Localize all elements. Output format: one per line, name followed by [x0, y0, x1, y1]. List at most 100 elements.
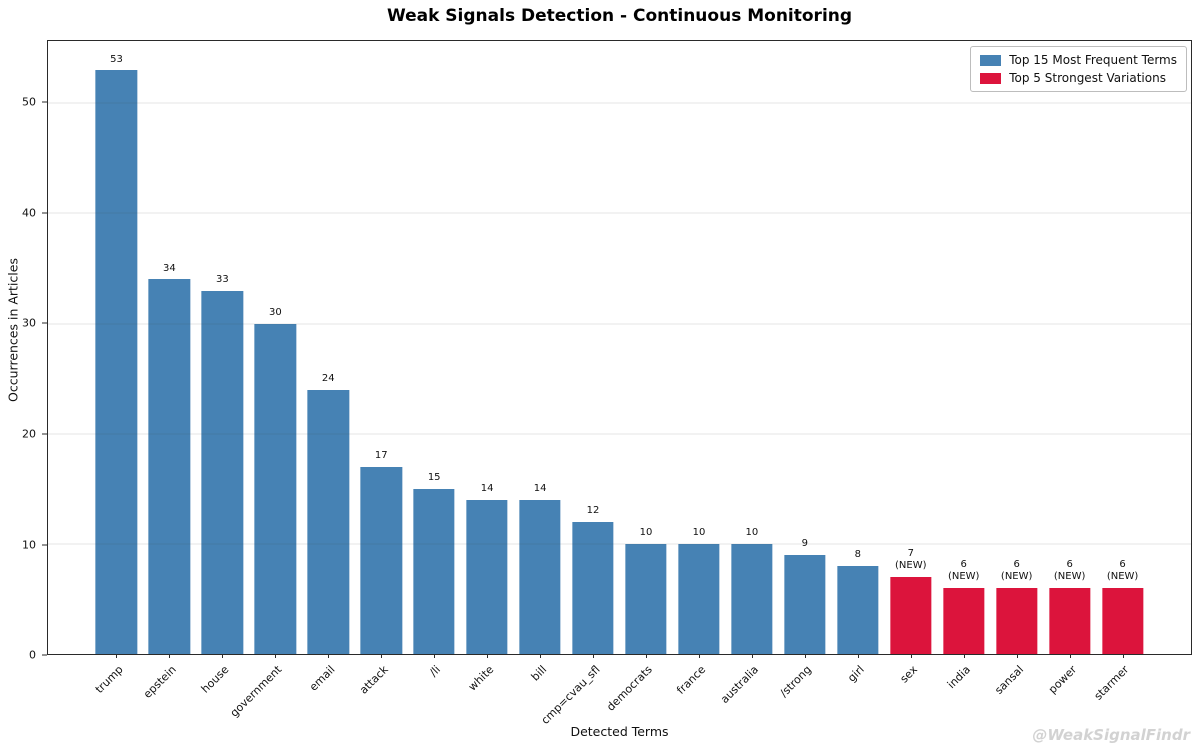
bar-value-label: 10 — [692, 527, 706, 539]
y-tick-label: 50 — [22, 95, 36, 109]
legend-label: Top 5 Strongest Variations — [1009, 71, 1166, 85]
bar-value-label: 6 (NEW) — [1000, 558, 1033, 583]
bar-slot: 14 bill — [514, 41, 567, 684]
bar-epstein — [148, 279, 191, 654]
bar-value-label: 53 — [110, 53, 123, 65]
bar-slot: 8 girl — [831, 41, 884, 685]
x-tick-mark — [593, 654, 595, 658]
x-category-label: india — [944, 663, 973, 692]
bar-slot: 30 government — [228, 41, 302, 720]
x-category-label: sansal — [991, 663, 1026, 697]
bar-trump — [95, 70, 138, 654]
y-tick-label: 40 — [22, 206, 36, 220]
bar-value-label: 15 — [427, 472, 441, 484]
bar-france — [678, 543, 720, 654]
bar-value-label: 17 — [374, 450, 388, 462]
x-category-label: australia — [718, 663, 762, 707]
y-tick-mark — [42, 212, 47, 214]
y-tick-label: 20 — [22, 427, 36, 441]
x-tick-mark — [381, 654, 383, 658]
legend: Top 15 Most Frequent Terms Top 5 Stronges… — [970, 46, 1187, 92]
x-tick-mark — [434, 654, 436, 658]
y-tick-mark — [42, 433, 47, 435]
bar-india — [943, 587, 985, 654]
bar-email — [307, 389, 349, 654]
x-tick-mark — [222, 654, 224, 658]
bar-slot: 17 attack — [355, 41, 408, 697]
chart-title: Weak Signals Detection - Continuous Moni… — [386, 6, 853, 26]
x-category-label: bill — [528, 663, 550, 684]
bar-bill — [519, 499, 561, 654]
x-tick-mark — [751, 654, 753, 658]
bar-slot: 7 (NEW) sex — [884, 41, 937, 686]
bar-government — [254, 323, 296, 654]
bar-value-label: 6 (NEW) — [947, 558, 980, 583]
bar-value-label: 9 — [801, 538, 809, 550]
y-tick-label: 0 — [29, 648, 36, 662]
bar-value-label: 6 (NEW) — [1053, 558, 1086, 583]
bar-sex — [890, 576, 932, 654]
bar-value-label: 8 — [854, 549, 861, 561]
x-tick-mark — [275, 654, 277, 658]
bar-slot: 6 (NEW) sansal — [990, 41, 1043, 697]
x-category-label: email — [306, 663, 338, 694]
bar-value-label: 30 — [268, 307, 282, 319]
bar-slot: 14 white — [461, 41, 514, 693]
y-tick-mark — [42, 544, 47, 545]
bar-slot: 6 (NEW) starmer — [1092, 41, 1149, 703]
bar-slot: 6 (NEW) power — [1043, 41, 1096, 696]
bar-house — [201, 290, 244, 654]
bar-value-label: 10 — [639, 527, 653, 539]
bar-value-label: 12 — [586, 505, 600, 517]
bar-slot: 53 trump — [90, 41, 143, 696]
x-category-label: democrats — [604, 663, 656, 714]
y-tick-label: 30 — [22, 316, 36, 330]
y-tick-mark — [42, 654, 47, 656]
bar-white — [466, 499, 508, 654]
bar-slot: 34 epstein — [141, 41, 196, 701]
x-tick-mark — [1016, 654, 1018, 658]
y-axis: 0 10 20 30 40 50 — [0, 40, 47, 661]
bar-starmer — [1101, 587, 1144, 654]
x-category-label: girl — [845, 663, 868, 685]
bar-slot: 24 email — [302, 41, 355, 694]
x-category-label: /strong — [777, 663, 815, 700]
bar-value-label: 24 — [321, 373, 335, 385]
x-tick-mark — [116, 654, 118, 658]
bar-value-label: 14 — [533, 483, 547, 495]
bar-value-label: 6 (NEW) — [1106, 558, 1139, 583]
bar-girl — [837, 565, 879, 654]
bar-slot: 10 australia — [718, 41, 778, 706]
bar-cmp=cvau_sfl — [572, 521, 614, 654]
x-category-label: starmer — [1092, 663, 1132, 703]
bars: 53 trump 34 epstein 33 house 30 government 24 ema… — [48, 41, 1191, 727]
bar-/li — [413, 488, 455, 654]
bar-slot: 6 (NEW) india — [937, 41, 990, 691]
x-category-label: attack — [356, 663, 391, 697]
x-tick-mark — [1122, 654, 1124, 658]
x-tick-mark — [963, 654, 965, 658]
bar-power — [1048, 587, 1091, 654]
bar-slot: 15/li — [408, 41, 461, 679]
bar-australia — [731, 543, 773, 654]
bar-democrats — [625, 543, 667, 654]
bar-/strong — [784, 554, 826, 654]
bar-value-label: 7 (NEW) — [895, 547, 927, 572]
x-category-label: white — [465, 663, 497, 694]
y-tick-mark — [42, 322, 47, 324]
bar-value-label: 34 — [163, 262, 176, 274]
x-tick-mark — [646, 654, 647, 658]
x-category-label: house — [198, 663, 232, 696]
x-tick-mark — [169, 654, 171, 658]
x-tick-mark — [698, 654, 700, 658]
x-category-label: power — [1045, 663, 1079, 697]
bar-attack — [360, 466, 402, 654]
bar-slot: 12 cmp=cvau_sfl — [538, 41, 620, 727]
bar-value-label: 14 — [480, 483, 494, 495]
watermark: @WeakSignalFindr — [1032, 726, 1190, 744]
x-category-label: epstein — [140, 663, 179, 701]
x-tick-mark — [804, 654, 806, 658]
x-category-label: trump — [92, 663, 126, 696]
bar-slot: 33 house — [196, 41, 249, 696]
